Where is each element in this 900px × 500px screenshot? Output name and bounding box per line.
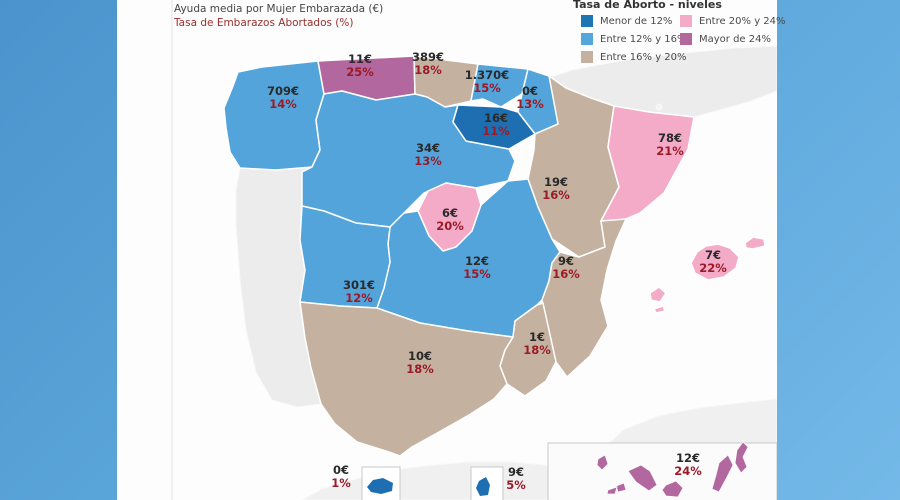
map-header: Ayuda media por Mujer Embarazada (€) Tas… [174,2,383,30]
aid-value: 6€ [441,206,458,220]
abortion-pct: 5% [506,477,526,492]
region-label-la-rioja: 16€ 11% [450,112,542,137]
region-label-canarias: 12€ 24% [642,452,734,477]
region-label-murcia: 1€ 18% [491,331,583,356]
region-label-castilla-y-leon: 34€ 13% [382,142,474,167]
aid-value: 0€ [521,84,538,98]
abortion-pct: 25% [346,64,374,79]
ceuta-shape [367,478,393,494]
legend-item-menor-12: Menor de 12% [581,15,680,27]
spain-choropleth-svg [171,0,777,500]
aid-value: 11€ [347,52,372,66]
header-title: Ayuda media por Mujer Embarazada (€) [174,3,384,15]
island-fuerteventura [711,454,734,493]
island-menorca [744,236,766,250]
abortion-pct: 21% [656,143,684,158]
island-mallorca [690,243,740,281]
island-lanzarote [734,441,749,474]
abortion-rate-legend: Tasa de Aborto - niveles Menor de 12% En… [573,0,788,63]
abortion-pct: 14% [269,96,297,111]
region-extremadura [299,205,391,309]
map-canvas [117,0,777,500]
legend-label: Entre 16% y 20% [600,51,687,63]
aid-value: 16€ [483,111,508,125]
legend-swatch [680,15,692,27]
abortion-pct: 1% [331,475,351,490]
region-andalucia [299,301,514,457]
region-label-castilla-la-mancha: 12€ 15% [431,255,523,280]
island-el-hierro [606,486,618,495]
region-label-baleares: 7€ 22% [667,249,759,274]
aid-value: 9€ [557,254,574,268]
abortion-pct: 12% [345,290,373,305]
aid-value: 12€ [464,254,489,268]
abortion-pct: 11% [482,123,510,138]
aid-value: 1€ [528,330,545,344]
aid-value: 78€ [657,131,682,145]
aid-value: 389€ [411,50,444,64]
aid-value: 1.370€ [464,68,510,82]
island-gran-canaria [661,480,684,498]
region-label-madrid: 6€ 20% [404,207,496,232]
island-tenerife [627,464,658,492]
melilla-shape [476,477,490,496]
aid-value: 12€ [675,451,700,465]
region-label-ceuta: 0€ 1% [295,464,387,489]
abortion-pct: 20% [436,218,464,233]
legend-swatch [581,15,593,27]
legend-swatch [581,51,593,63]
legend-title: Tasa de Aborto - niveles [573,0,722,11]
legend-swatch [680,33,692,45]
legend-label: Mayor de 24% [699,33,771,45]
legend-label: Entre 12% y 16% [600,33,687,45]
aid-value: 0€ [332,463,349,477]
legend-label: Entre 20% y 24% [699,15,786,27]
header-subtitle: Tasa de Embarazos Abortados (%) [174,17,354,29]
abortion-pct: 16% [542,187,570,202]
legend-item-mayor-24: Mayor de 24% [680,33,786,45]
region-label-extremadura: 301€ 12% [313,279,405,304]
abortion-pct: 15% [473,80,501,95]
island-la-palma [596,454,609,471]
aid-value: 10€ [407,349,432,363]
abortion-pct: 13% [414,153,442,168]
aid-value: 34€ [415,141,440,155]
legend-item-16-20: Entre 16% y 20% [581,51,687,63]
region-label-aragon: 19€ 16% [510,176,602,201]
abortion-pct: 18% [406,361,434,376]
aid-value: 19€ [543,175,568,189]
andorra-dot [655,103,663,111]
region-label-melilla: 9€ 5% [470,466,562,491]
region-label-galicia: 709€ 14% [237,85,329,110]
abortion-pct: 18% [523,342,551,357]
region-label-cantabria: 389€ 18% [382,51,474,76]
abortion-pct: 16% [552,266,580,281]
legend-item-12-16: Entre 12% y 16% [581,33,687,45]
legend-label: Menor de 12% [600,15,673,27]
aid-value: 301€ [342,278,375,292]
region-label-andalucia: 10€ 18% [374,350,466,375]
region-la-rioja [452,104,536,150]
region-label-cataluna: 78€ 21% [624,132,716,157]
legend-swatch [581,33,593,45]
region-galicia [223,60,325,171]
island-la-gomera [615,482,627,493]
island-formentera [653,305,666,314]
region-label-navarra: 0€ 13% [484,85,576,110]
abortion-pct: 13% [516,96,544,111]
region-label-asturias: 11€ 25% [314,53,406,78]
region-label-pais-vasco: 1.370€ 15% [441,69,533,94]
abortion-pct: 22% [699,260,727,275]
aid-value: 7€ [704,248,721,262]
aid-value: 709€ [266,84,299,98]
abortion-pct: 24% [674,463,702,478]
island-ibiza [649,286,667,303]
legend-item-20-24: Entre 20% y 24% [680,15,786,27]
abortion-pct: 15% [463,266,491,281]
aid-value: 9€ [507,465,524,479]
region-cataluna [600,105,695,224]
abortion-pct: 18% [414,62,442,77]
region-label-valencia: 9€ 16% [520,255,612,280]
